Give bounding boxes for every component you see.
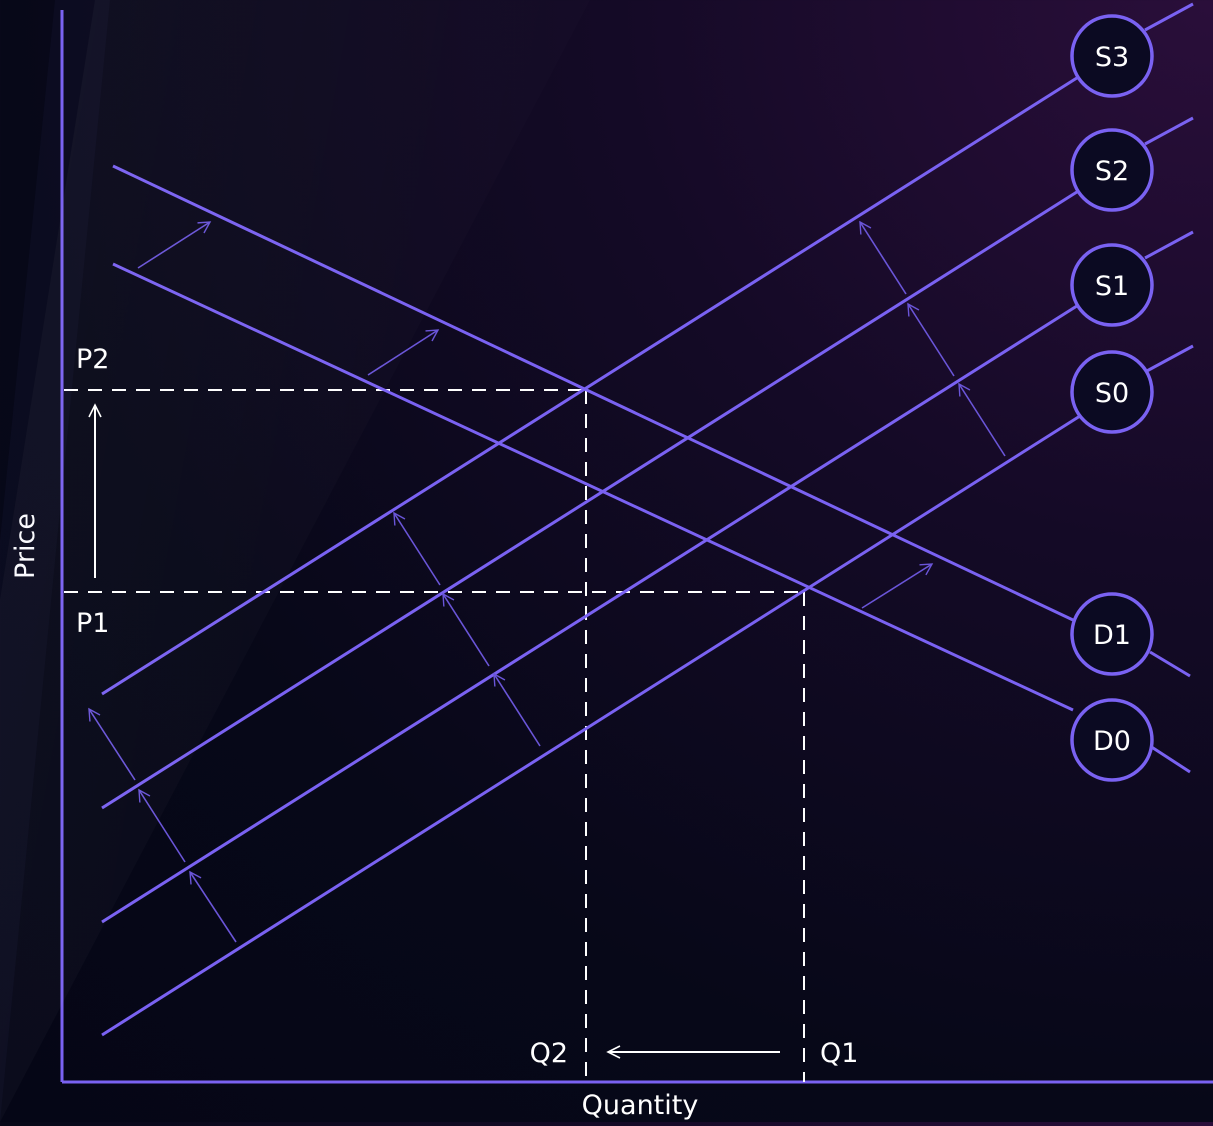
supply-shift-arrow (88, 707, 136, 781)
label-p1: P1 (76, 608, 109, 639)
supply-curve-s1 (101, 302, 1081, 924)
demand-curve-d0-tail (1149, 744, 1191, 774)
label-s3: S3 (1095, 42, 1129, 73)
supply-shift-arrow (442, 592, 490, 667)
demand-curves (112, 164, 1191, 774)
supply-shift-arrow (859, 220, 907, 295)
demand-shift-arrow (137, 221, 212, 269)
x-axis-label: Quantity (582, 1090, 699, 1121)
label-s0: S0 (1095, 378, 1129, 409)
y-axis-label: Price (10, 513, 41, 579)
supply-shift-arrow (493, 672, 541, 747)
label-p2: P2 (76, 344, 109, 375)
supply-curve-s1-tail (1144, 230, 1194, 260)
label-s1: S1 (1095, 271, 1129, 302)
supply-curves (101, 2, 1194, 1037)
label-q2: Q2 (530, 1038, 568, 1069)
demand-shift-arrows (137, 221, 934, 609)
demand-shift-arrow (861, 563, 934, 609)
supply-curve-s2 (101, 188, 1081, 810)
demand-shift-arrow (367, 329, 440, 376)
label-d0: D0 (1093, 726, 1131, 757)
demand-curve-d1 (112, 164, 1074, 622)
label-s2: S2 (1095, 156, 1129, 187)
supply-shift-arrow (138, 788, 186, 863)
supply-shift-arrow (393, 511, 441, 586)
demand-curve-d1-tail (1149, 650, 1191, 678)
badge-s1: S1 (1070, 243, 1154, 327)
badge-d1: D1 (1070, 592, 1154, 676)
supply-curve-s0 (101, 414, 1081, 1037)
guide-lines (64, 389, 805, 1082)
supply-shift-arrow (907, 302, 955, 377)
supply-curve-s0-tail (1144, 344, 1194, 374)
supply-curve-s3-tail (1144, 2, 1194, 32)
supply-curve-s3 (101, 74, 1081, 696)
supply-shift-arrows (88, 220, 1006, 943)
badge-d0: D0 (1070, 698, 1154, 782)
badge-s0: S0 (1070, 350, 1154, 434)
badge-s3: S3 (1070, 14, 1154, 98)
supply-shift-arrow (958, 382, 1006, 457)
badge-s2: S2 (1070, 128, 1154, 212)
supply-curve-s2-tail (1144, 116, 1194, 146)
label-q1: Q1 (820, 1038, 858, 1069)
supply-shift-arrow (189, 870, 237, 943)
demand-curve-d0 (112, 262, 1074, 712)
label-d1: D1 (1093, 620, 1131, 651)
